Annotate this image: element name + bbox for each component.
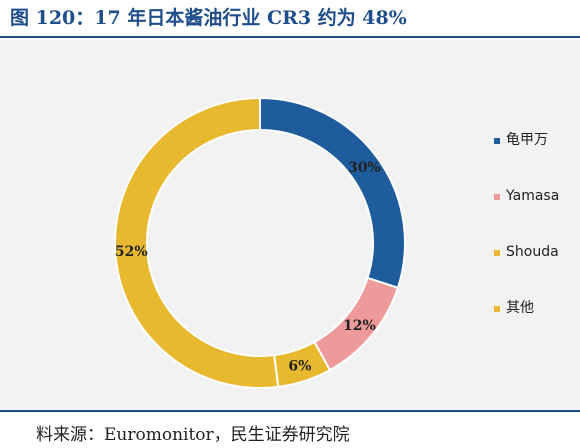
slice-4 (114, 96, 280, 389)
legend-label-4: 其他 (506, 300, 534, 316)
source-bar: 料来源：Euromonitor，民生证券研究院 (0, 412, 580, 448)
data-label-4: 52% (115, 244, 148, 260)
legend-marker-4 (494, 306, 500, 312)
legend-label-3: Shouda (506, 244, 559, 260)
chart-title: 图 120：17 年日本酱油行业 CR3 约为 48% (10, 7, 407, 29)
legend: 龟甲万 Yamasa Shouda 其他 (494, 132, 559, 316)
data-labels-group: 30% 12% 6% 52% (115, 160, 381, 375)
donut-chart: 30% 12% 6% 52% 龟甲万 Yamasa Shouda 其他 (114, 96, 559, 389)
slices-group (114, 96, 406, 389)
data-label-1: 30% (348, 160, 381, 176)
legend-marker-3 (494, 250, 500, 256)
legend-marker-2 (494, 194, 500, 200)
slice-1 (259, 96, 406, 290)
title-bar: 图 120：17 年日本酱油行业 CR3 约为 48% (0, 0, 580, 40)
data-label-2: 12% (343, 318, 376, 334)
legend-label-1: 龟甲万 (506, 132, 548, 148)
title-rule (0, 36, 580, 38)
source-note: 料来源：Euromonitor，民生证券研究院 (36, 425, 350, 445)
legend-marker-1 (494, 138, 500, 144)
source-rule (0, 410, 580, 412)
data-label-3: 6% (288, 359, 311, 375)
legend-label-2: Yamasa (505, 188, 559, 204)
